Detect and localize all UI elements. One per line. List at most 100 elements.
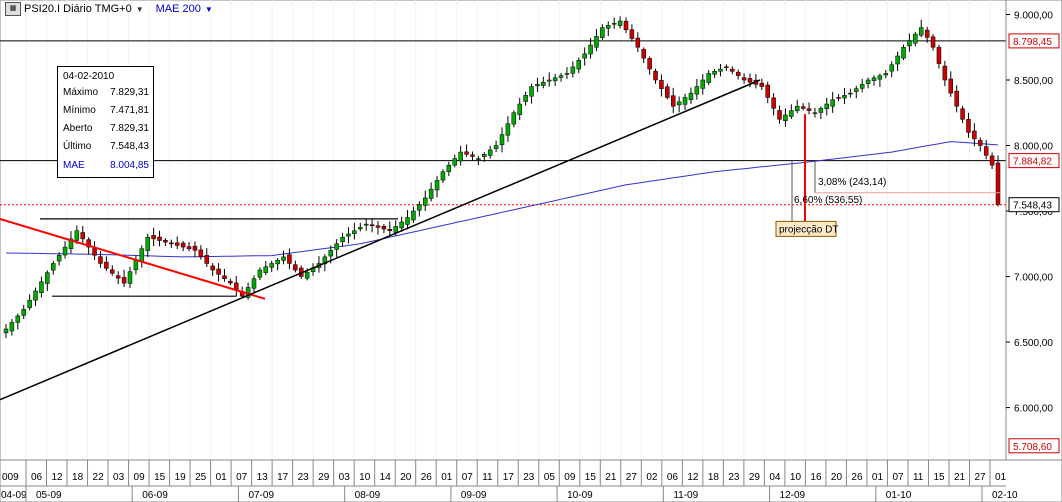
candle: [682, 93, 688, 110]
candle: [606, 21, 611, 37]
info-label: MAE: [63, 160, 85, 171]
candle-body: [783, 114, 788, 122]
candle: [535, 77, 540, 93]
x-day-label: 03: [339, 472, 351, 483]
candle: [588, 37, 593, 59]
candle: [830, 91, 835, 113]
candle-body: [464, 151, 469, 155]
candle-body: [523, 95, 528, 102]
x-day-label: 15: [933, 472, 945, 483]
candle-body: [854, 88, 859, 92]
x-day-label: 11: [482, 472, 493, 483]
x-day-label: 01: [216, 472, 228, 483]
info-date: 04-02-2010: [63, 71, 115, 82]
candle: [972, 123, 977, 147]
candle: [924, 26, 930, 43]
candle: [45, 270, 50, 291]
candle: [948, 71, 954, 97]
x-day-label: 10: [359, 472, 371, 483]
candle: [564, 67, 570, 79]
candle-body: [381, 226, 387, 230]
candle: [670, 87, 676, 114]
candle: [706, 70, 711, 86]
y-tick-label: 8.500,00: [1014, 76, 1053, 87]
candle-body: [859, 84, 865, 89]
candle: [3, 324, 9, 339]
indicator-label[interactable]: MAE 200: [155, 3, 201, 15]
candle-body: [718, 68, 723, 72]
candle-body: [535, 84, 540, 87]
last-price-label: 7.548,43: [1008, 197, 1060, 213]
candle: [871, 75, 877, 86]
candle: [352, 222, 357, 240]
x-day-label: 26: [851, 472, 863, 483]
candle: [694, 78, 700, 100]
candle-body: [505, 123, 511, 136]
candle-body: [901, 46, 906, 59]
candle: [594, 29, 599, 52]
candle-body: [234, 282, 239, 290]
symbol-label[interactable]: PSI20.I Diário TMG+0: [24, 3, 132, 15]
candle-body: [558, 75, 564, 78]
y-axis: 9.000,00 8.500,00 8.000,00 7.500,00 7.000,00…: [1005, 0, 1062, 461]
candle: [759, 78, 765, 90]
candle-body: [806, 108, 812, 111]
candle-body: [641, 49, 646, 59]
x-day-label: 23: [298, 472, 310, 483]
indicator-dropdown-icon[interactable]: ▼: [204, 4, 213, 14]
candle-body: [682, 97, 688, 105]
x-month-label: 08-09: [355, 490, 381, 501]
candle: [889, 61, 894, 78]
info-label: Máximo: [63, 87, 99, 98]
candle: [446, 161, 452, 177]
candle: [33, 287, 38, 307]
candle-body: [482, 154, 487, 158]
info-value: 7.829,31: [110, 87, 149, 98]
candle-body: [222, 275, 227, 279]
candle-body: [771, 97, 776, 109]
candle: [611, 17, 617, 29]
candle: [346, 227, 351, 244]
candle-body: [21, 309, 26, 316]
price-label-text: 5.708,60: [1013, 442, 1052, 453]
candle-body: [346, 233, 351, 237]
candle-body: [363, 223, 369, 226]
candle-body: [422, 197, 428, 206]
candle-body: [948, 78, 954, 94]
candle-body: [104, 261, 109, 269]
candle-body: [476, 158, 481, 160]
candle: [730, 66, 735, 75]
x-day-label: 26: [421, 472, 433, 483]
candle: [428, 182, 434, 202]
candle-body: [924, 29, 930, 38]
candle-body: [428, 188, 434, 199]
x-day-label: 09: [134, 472, 146, 483]
x-day-label: 15: [585, 472, 597, 483]
moving-average-line: [5, 141, 999, 258]
bottom-price-label: 5.708,60: [1008, 438, 1060, 454]
candle: [411, 206, 416, 224]
candle-body: [848, 92, 853, 95]
symbol-dropdown-icon[interactable]: ▼: [135, 4, 144, 14]
candle-body: [446, 164, 452, 173]
candle: [180, 241, 186, 252]
candle-body: [263, 266, 269, 273]
x-day-label: 20: [831, 472, 843, 483]
x-day-label: 21: [605, 472, 617, 483]
candle: [275, 258, 280, 271]
x-day-label: 29: [749, 472, 761, 483]
candle-body: [724, 66, 729, 69]
x-day-label: 01: [995, 472, 1007, 483]
candle-body: [80, 232, 86, 240]
candle-body: [511, 112, 517, 125]
candle-body: [629, 29, 635, 39]
candle: [186, 242, 192, 252]
info-label: Aberto: [63, 123, 93, 134]
candle: [487, 145, 493, 159]
price-label-text: 8.798,45: [1013, 37, 1052, 48]
candle-body: [865, 79, 871, 84]
price-label-box: [1008, 33, 1060, 49]
candle-body: [121, 277, 127, 284]
price-label-box: [1008, 197, 1060, 213]
x-day-label: 20: [400, 472, 412, 483]
